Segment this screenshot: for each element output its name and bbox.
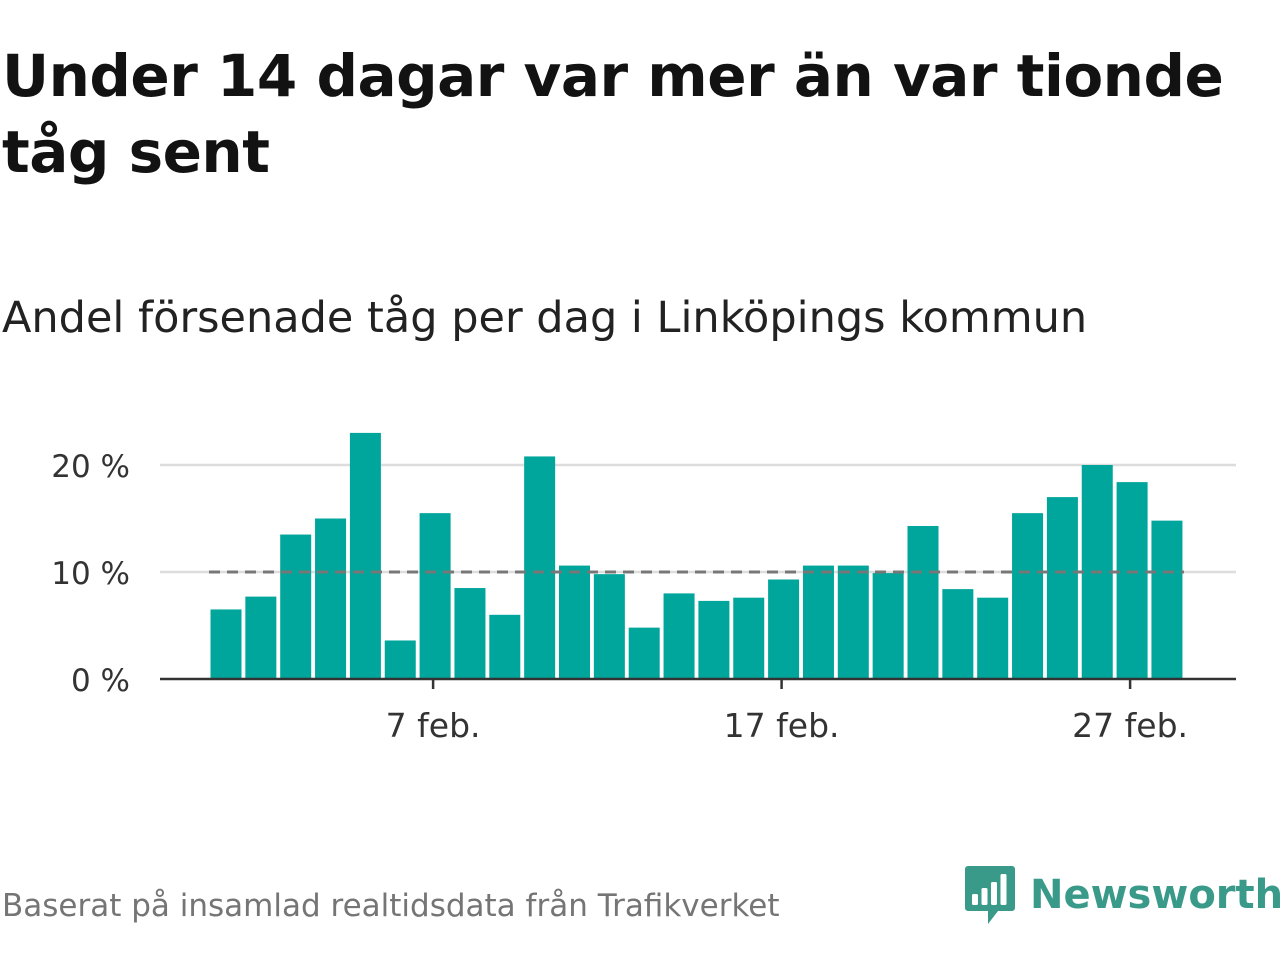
bar (315, 518, 347, 679)
bar (733, 597, 765, 679)
y-tick-label: 10 % (51, 556, 130, 592)
bar (1046, 497, 1078, 679)
delay-bar-chart: 0 % 10 % 20 % 7 feb. 17 feb. 27 feb. (51, 432, 1236, 745)
x-tick-label: 17 feb. (724, 706, 840, 745)
bar (593, 574, 625, 679)
bar (419, 513, 451, 679)
bar-chart-speech-bubble-icon (965, 866, 1015, 924)
y-tick-label: 20 % (51, 449, 130, 485)
bar (454, 588, 486, 679)
bar (977, 597, 1009, 679)
bar (210, 609, 242, 679)
bar (489, 614, 521, 679)
chart-subtitle: Andel försenade tåg per dag i Linköpings… (2, 293, 1088, 343)
x-tick-label: 7 feb. (386, 706, 481, 745)
bar (628, 627, 660, 679)
bar (837, 565, 869, 679)
newsworthy-logo: Newsworthy (964, 864, 1280, 926)
bar (907, 525, 939, 679)
bar (559, 565, 590, 679)
x-tick-label: 27 feb. (1072, 706, 1188, 745)
bar (349, 432, 381, 679)
bar (280, 534, 312, 679)
bar (1116, 482, 1148, 679)
bar (524, 456, 556, 679)
bar (384, 640, 416, 679)
chart-title: Under 14 dagar var mer än var tionde tåg… (2, 42, 1224, 186)
y-tick-label: 0 % (71, 663, 130, 699)
bar (768, 579, 800, 679)
logo-text: Newsworthy (1030, 872, 1280, 918)
bar (802, 565, 834, 679)
bar (245, 596, 277, 679)
bar (1012, 513, 1044, 679)
bar (698, 600, 730, 679)
bar (663, 593, 695, 679)
bar (942, 589, 974, 679)
bar (872, 573, 904, 679)
bar (1151, 520, 1183, 679)
source-note: Baserat på insamlad realtidsdata från Tr… (2, 888, 780, 924)
